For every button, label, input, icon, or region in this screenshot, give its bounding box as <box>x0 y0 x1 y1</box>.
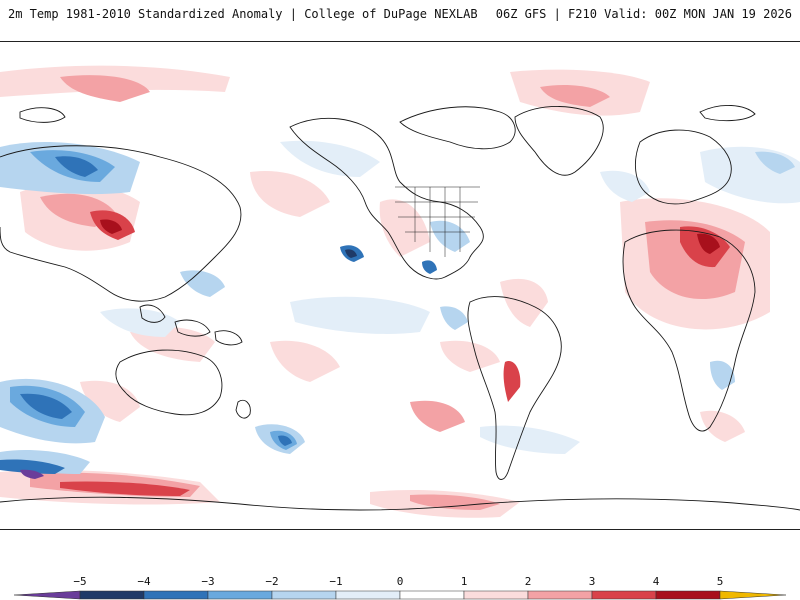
legend-tick-label: −1 <box>329 575 342 588</box>
legend-swatch-n4-5 <box>79 590 145 600</box>
legend-swatch-n2-3 <box>207 590 273 600</box>
legend-tick-label: 2 <box>525 575 532 588</box>
legend-swatch-p2-3 <box>527 590 593 600</box>
legend-swatch-above-5 <box>719 590 787 600</box>
legend-tick-label: 3 <box>589 575 596 588</box>
legend-swatch-p3-4 <box>591 590 657 600</box>
run-info: 06Z GFS | F210 Valid: 00Z MON JAN 19 202… <box>495 7 792 21</box>
legend-tick-label: 5 <box>717 575 724 588</box>
legend-tick-label: −2 <box>265 575 278 588</box>
map-canvas <box>0 42 800 529</box>
legend-tick-label: −3 <box>201 575 214 588</box>
warm-anomaly-areas <box>0 65 770 518</box>
cold-anomaly-areas <box>0 140 800 479</box>
legend-tick-label: −5 <box>73 575 86 588</box>
legend-swatch-p0-1 <box>399 590 465 600</box>
legend-tick-label: 4 <box>653 575 660 588</box>
legend-swatch-n0-1 <box>335 590 401 600</box>
map-title: 2m Temp 1981-2010 Standardized Anomaly |… <box>8 7 478 21</box>
legend-tick-label: −4 <box>137 575 151 588</box>
color-legend: −5 −4 −3 −2 −1 0 1 2 3 4 5 <box>0 560 800 600</box>
legend-tick-label: 0 <box>397 575 404 588</box>
legend-swatch-n1-2 <box>271 590 337 600</box>
legend-tick-label: 1 <box>461 575 468 588</box>
legend-swatch-n3-4 <box>143 590 209 600</box>
us-state-borders <box>395 186 480 257</box>
anomaly-map[interactable] <box>0 41 800 530</box>
legend-swatch-p1-2 <box>463 590 529 600</box>
title-bar: 2m Temp 1981-2010 Standardized Anomaly |… <box>0 0 800 28</box>
coastlines <box>0 105 800 511</box>
legend-canvas: −5 −4 −3 −2 −1 0 1 2 3 4 5 <box>13 575 787 600</box>
legend-swatch-p4-5 <box>655 590 721 600</box>
legend-swatch-below-5 <box>13 590 81 600</box>
